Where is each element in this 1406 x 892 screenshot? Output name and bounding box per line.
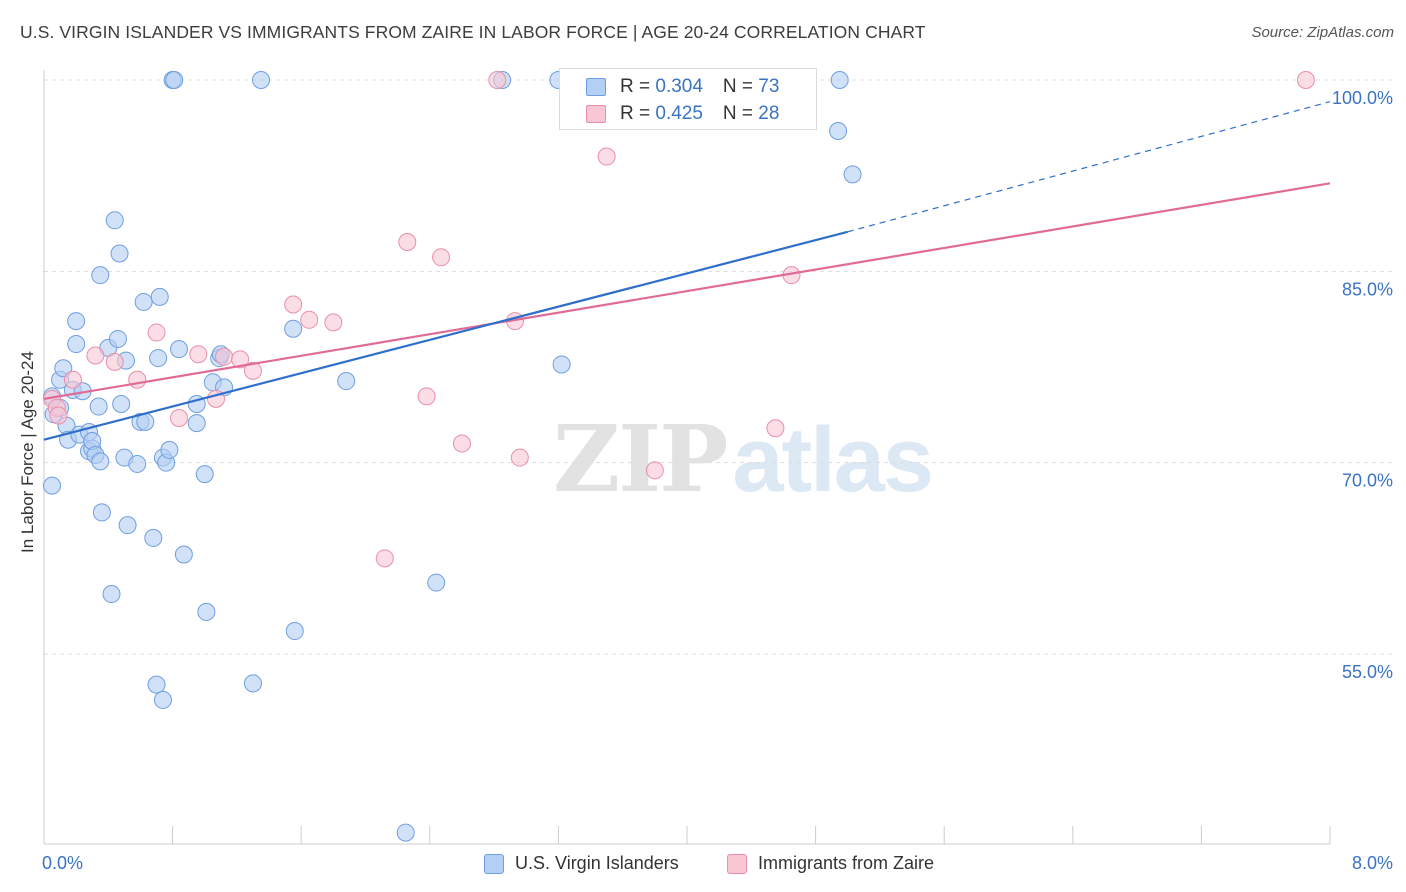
x-tick-label: 0.0% xyxy=(42,853,83,873)
zaire-point xyxy=(324,313,343,332)
stats-text-blue: R = 0.304 N = 73 xyxy=(620,76,779,98)
virgin-islander-point xyxy=(91,266,110,285)
zaire-point xyxy=(215,347,234,366)
watermark-zip: ZIP xyxy=(553,405,728,513)
virgin-islander-point xyxy=(243,674,262,693)
y-tick-label: 85.0% xyxy=(1342,279,1393,299)
zaire-point xyxy=(1296,71,1315,89)
r-label: R = xyxy=(620,76,656,97)
watermark-atlas: atlas xyxy=(732,409,934,511)
zaire-point xyxy=(766,419,785,438)
pink-swatch xyxy=(727,854,747,874)
zaire-point xyxy=(645,461,664,480)
virgin-islander-point xyxy=(43,476,62,495)
zaire-point xyxy=(375,549,394,568)
virgin-islander-point xyxy=(195,465,214,484)
virgin-islander-point xyxy=(174,545,193,564)
blue-swatch xyxy=(586,78,606,96)
virgin-islander-point xyxy=(128,454,147,473)
zaire-point xyxy=(189,345,208,364)
virgin-islander-point xyxy=(830,71,849,89)
zaire-point xyxy=(86,346,105,365)
virgin-islander-point xyxy=(118,516,137,535)
virgin-islander-point xyxy=(67,335,86,354)
source-credit: Source: ZipAtlas.com xyxy=(1251,24,1394,41)
zaire-point xyxy=(300,310,319,329)
zaire-point xyxy=(398,232,417,251)
zaire-point xyxy=(105,352,124,371)
y-tick-label: 55.0% xyxy=(1342,662,1393,682)
virgin-islander-trendline xyxy=(43,230,849,441)
pink-swatch xyxy=(586,105,606,123)
zaire-point xyxy=(231,350,250,369)
virgin-islander-point xyxy=(153,690,172,709)
virgin-islander-point xyxy=(54,359,73,378)
virgin-islander-point xyxy=(149,349,168,368)
zaire-point xyxy=(488,71,507,89)
zaire-point xyxy=(417,387,436,406)
virgin-islander-point xyxy=(67,312,86,331)
zaire-point xyxy=(452,434,471,453)
series-legend: U.S. Virgin Islanders Immigrants from Za… xyxy=(0,848,1406,878)
zaire-point xyxy=(63,370,82,389)
virgin-islander-point xyxy=(187,414,206,433)
virgin-islander-point xyxy=(337,372,356,391)
stats-text-pink: R = 0.425 N = 28 xyxy=(620,103,779,125)
n-label: N = xyxy=(722,76,759,97)
zaire-point xyxy=(128,370,147,389)
virgin-islander-point xyxy=(91,452,110,471)
zaire-point xyxy=(170,409,189,428)
virgin-islander-trendline-extension xyxy=(847,101,1331,233)
stats-legend: R = 0.304 N = 73 R = 0.425 N = 28 xyxy=(559,68,817,130)
zaire-point xyxy=(243,361,262,380)
n-label: N = xyxy=(722,103,759,124)
r-value: 0.304 xyxy=(655,76,703,97)
virgin-islander-point xyxy=(165,71,184,89)
r-value: 0.425 xyxy=(655,103,703,124)
virgin-islander-point xyxy=(89,397,108,416)
legend-label: U.S. Virgin Islanders xyxy=(515,853,679,873)
zaire-point xyxy=(49,406,68,425)
virgin-islander-point xyxy=(843,165,862,184)
chart-title: U.S. VIRGIN ISLANDER VS IMMIGRANTS FROM … xyxy=(20,22,926,42)
zaire-point xyxy=(147,323,166,342)
virgin-islander-point xyxy=(552,355,571,374)
n-value: 73 xyxy=(758,76,780,97)
zaire-point xyxy=(284,295,303,314)
virgin-islander-point xyxy=(197,602,216,621)
virgin-islander-point xyxy=(252,71,271,89)
watermark: ZIPatlas xyxy=(553,405,934,513)
virgin-islander-point xyxy=(396,823,415,842)
y-axis-title-wrap: In Labor Force | Age 20-24 xyxy=(6,252,50,652)
n-value: 28 xyxy=(758,103,780,124)
virgin-islander-point xyxy=(110,244,129,263)
virgin-islander-point xyxy=(147,675,166,694)
virgin-islander-point xyxy=(170,340,189,359)
y-tick-label: 100.0% xyxy=(1332,88,1393,108)
virgin-islander-point xyxy=(144,528,163,547)
virgin-islander-point xyxy=(108,329,127,348)
y-axis-title: In Labor Force | Age 20-24 xyxy=(18,351,37,553)
virgin-islander-point xyxy=(112,394,131,413)
virgin-islander-point xyxy=(829,122,848,141)
y-tick-label: 70.0% xyxy=(1342,471,1393,491)
r-label: R = xyxy=(620,103,656,124)
zaire-point xyxy=(510,448,529,467)
virgin-islander-point xyxy=(105,211,124,230)
legend-label: Immigrants from Zaire xyxy=(758,853,935,873)
zaire-point xyxy=(597,147,616,166)
virgin-islander-point xyxy=(102,585,121,604)
virgin-islander-point xyxy=(284,319,303,338)
virgin-islander-point xyxy=(285,622,304,641)
virgin-islander-point xyxy=(92,503,111,522)
zaire-point xyxy=(432,248,451,267)
virgin-islander-point xyxy=(134,292,153,311)
virgin-islander-point xyxy=(160,440,179,459)
virgin-islander-point xyxy=(150,287,169,306)
zaire-trendline xyxy=(43,182,1331,400)
x-tick-label: 8.0% xyxy=(1352,853,1393,873)
virgin-islander-point xyxy=(427,573,446,592)
blue-swatch xyxy=(484,854,504,874)
